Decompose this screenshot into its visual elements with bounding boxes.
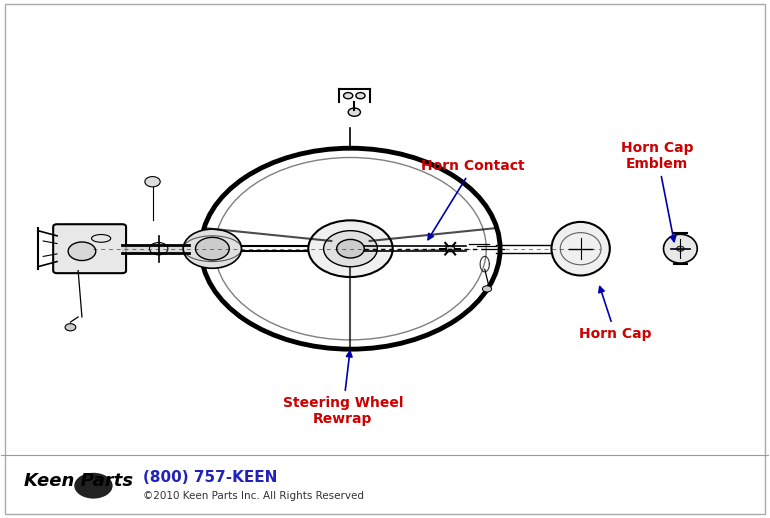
Circle shape xyxy=(323,231,377,267)
Circle shape xyxy=(196,237,229,260)
FancyBboxPatch shape xyxy=(53,224,126,273)
Circle shape xyxy=(145,177,160,187)
Circle shape xyxy=(74,473,112,499)
Circle shape xyxy=(183,229,242,268)
Circle shape xyxy=(356,93,365,99)
Circle shape xyxy=(343,93,353,99)
Text: Steering Wheel
Rewrap: Steering Wheel Rewrap xyxy=(283,351,403,426)
Text: Horn Cap
Emblem: Horn Cap Emblem xyxy=(621,141,694,241)
Text: (800) 757-KEEN: (800) 757-KEEN xyxy=(143,470,278,485)
Ellipse shape xyxy=(664,234,698,263)
Text: Keen Parts: Keen Parts xyxy=(25,471,133,490)
Circle shape xyxy=(308,220,393,277)
Circle shape xyxy=(677,246,685,251)
Text: Horn Contact: Horn Contact xyxy=(421,159,525,240)
Circle shape xyxy=(68,242,95,261)
Circle shape xyxy=(446,246,455,252)
Circle shape xyxy=(336,239,364,258)
Circle shape xyxy=(149,242,168,255)
Ellipse shape xyxy=(551,222,610,276)
Text: Horn Cap: Horn Cap xyxy=(579,286,651,341)
Circle shape xyxy=(65,324,75,331)
Circle shape xyxy=(348,108,360,116)
Circle shape xyxy=(483,286,491,292)
Text: ©2010 Keen Parts Inc. All Rights Reserved: ©2010 Keen Parts Inc. All Rights Reserve… xyxy=(143,491,364,501)
